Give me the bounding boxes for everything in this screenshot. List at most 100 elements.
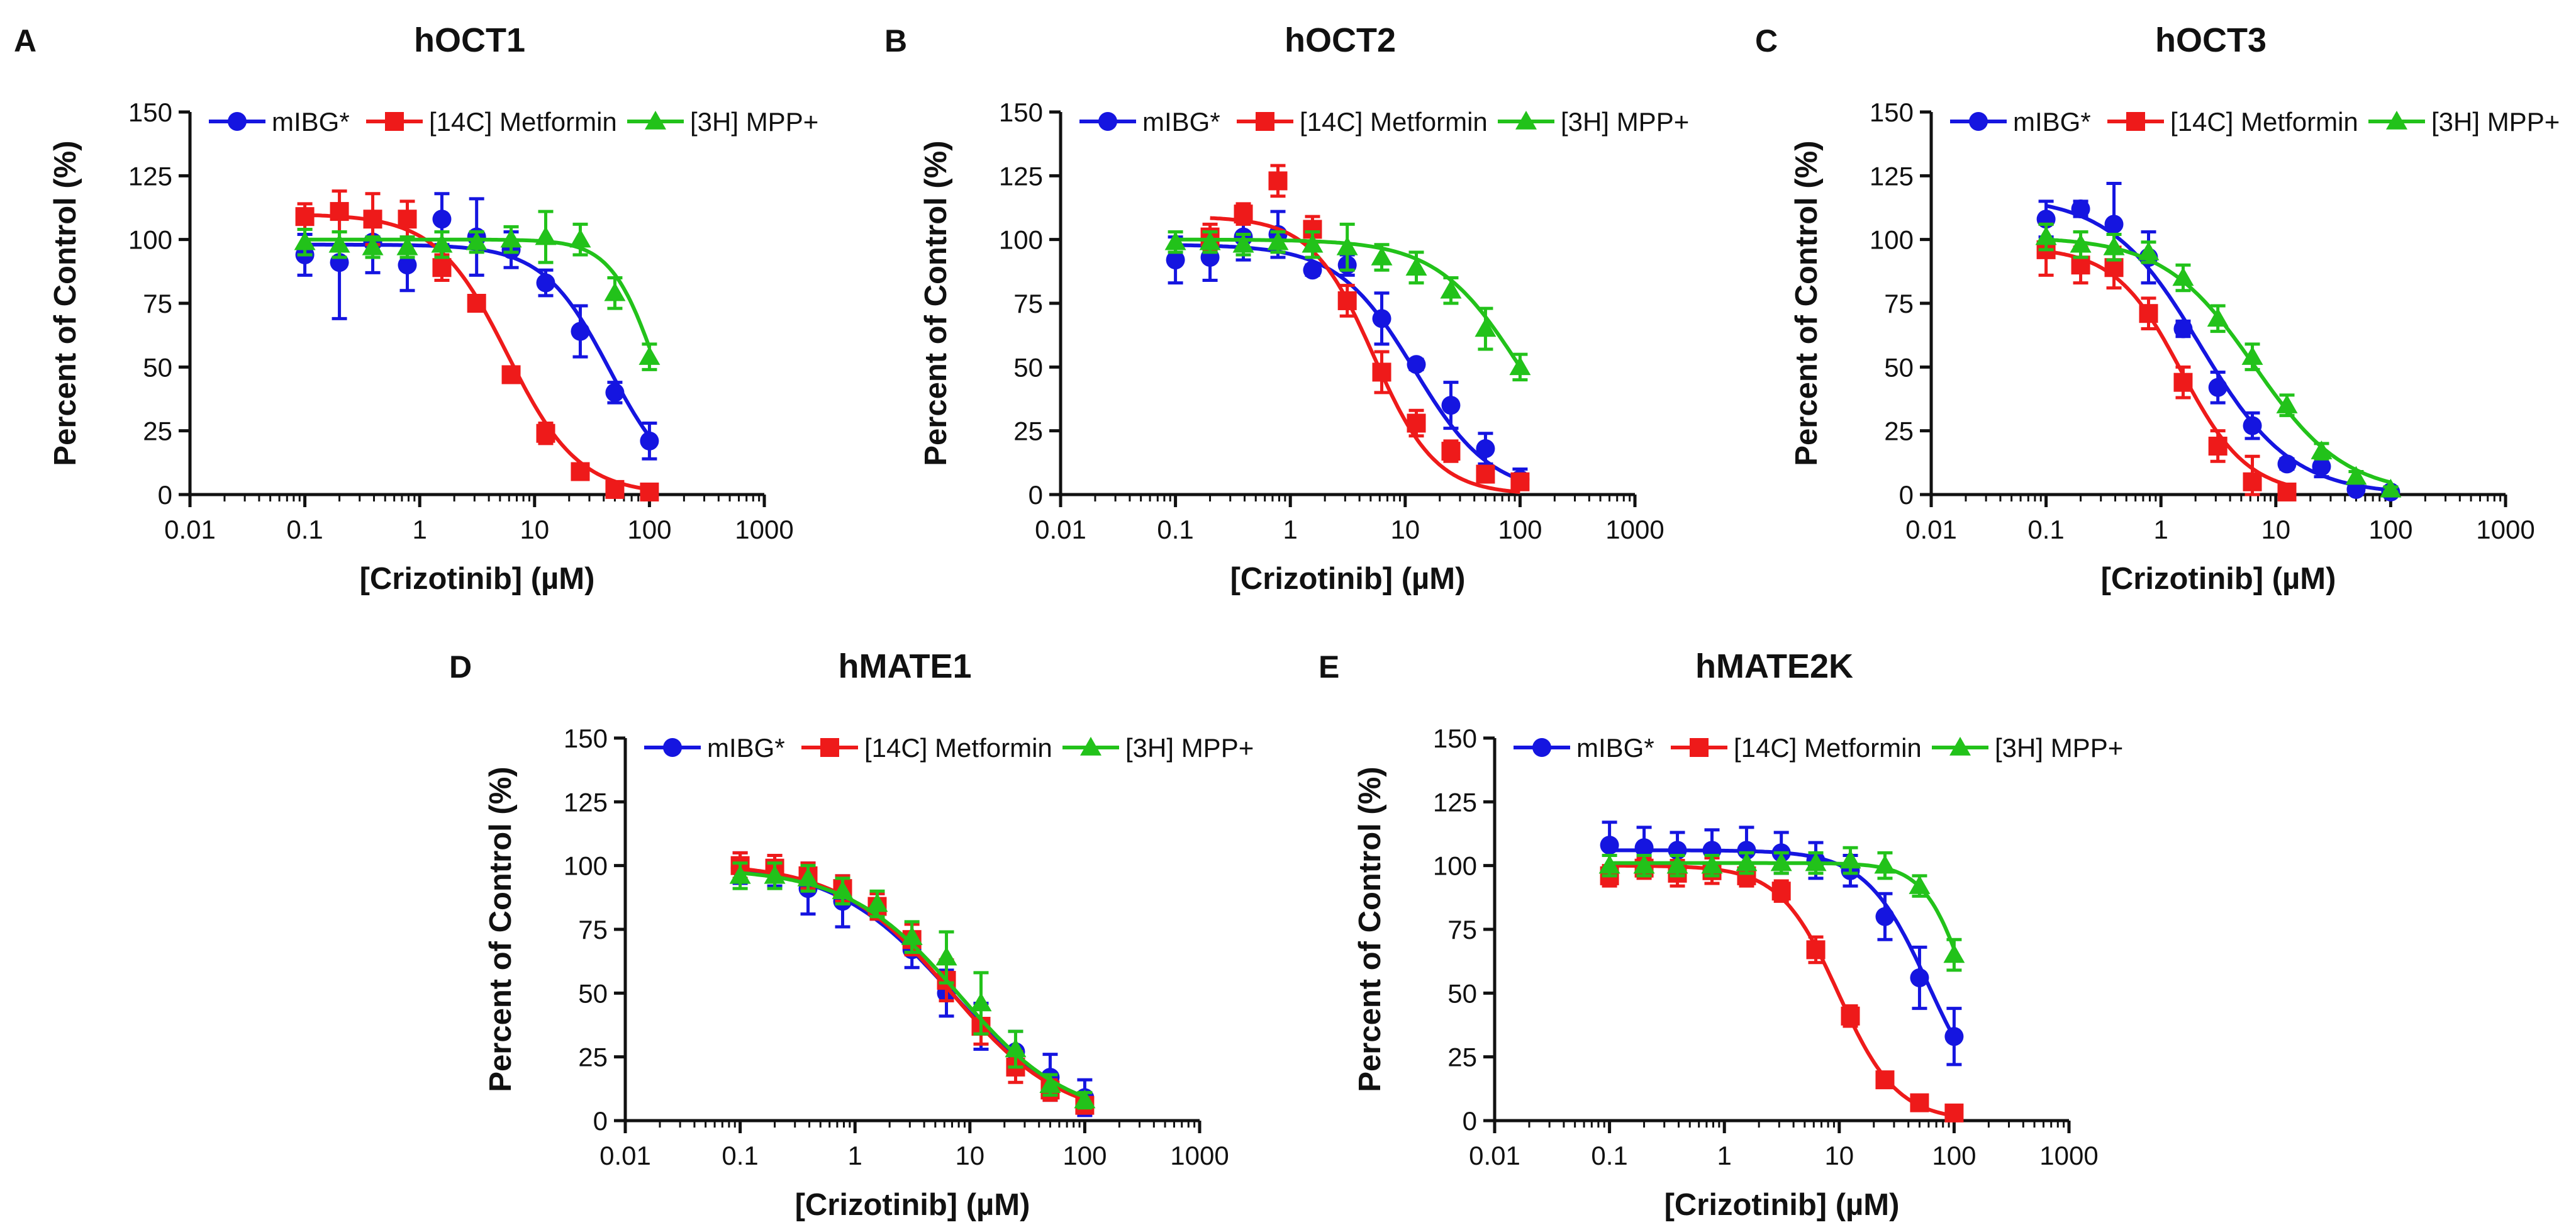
x-axis-label: [Crizotinib] (µM) [1230,562,1466,596]
x-tick-label: 10 [955,1141,984,1170]
x-tick-label: 1000 [2039,1141,2098,1170]
y-tick-label: 150 [1870,98,1914,127]
x-tick-label: 0.1 [1157,515,1193,544]
data-point-mpp [638,346,661,365]
data-point-mpp [1371,247,1393,266]
data-point-mpp [2172,267,2194,286]
data-point-mpp [396,236,418,255]
x-tick-label: 1000 [2476,515,2534,544]
y-tick-label: 25 [1013,417,1043,446]
data-point-mpp [1440,279,1462,299]
data-point-metformin [501,365,521,384]
y-tick-label: 125 [564,787,608,817]
data-point-mibg [2243,416,2262,435]
legend-marker-metformin [1690,738,1709,757]
data-point-mpp [294,231,316,250]
y-tick-label: 100 [1870,225,1914,255]
legend-marker-metformin [820,738,839,757]
x-axis-label: [Crizotinib] (µM) [1664,1188,1900,1222]
panel-title: hOCT2 [1285,21,1396,59]
data-point-mibg [1875,907,1895,926]
y-tick-label: 125 [1433,787,1477,817]
legend-label-mibg: mIBG* [1576,733,1654,763]
legend-marker-mpp [1080,737,1101,756]
data-point-mpp [1633,854,1655,874]
data-point-mpp [797,867,819,887]
data-point-mibg [1910,968,1929,988]
data-point-mibg [1600,836,1619,855]
y-axis-label: Percent of Control (%) [919,140,953,466]
data-point-mpp [2070,233,2092,253]
data-point-mpp [1405,257,1427,276]
y-tick-label: 50 [1013,352,1043,382]
data-point-mpp [764,865,786,884]
data-point-metformin [2139,304,2158,323]
x-tick-label: 1 [413,515,427,544]
legend-marker-mibg [1969,112,1988,131]
legend-marker-mpp [1949,737,1971,756]
data-point-mpp [1005,1038,1027,1058]
data-point-mpp [2138,241,2160,260]
y-tick-label: 25 [1447,1043,1477,1072]
panel-title: hMATE1 [839,647,972,685]
legend-marker-mibg [228,112,247,131]
data-point-mpp [1302,233,1324,253]
data-point-mibg [640,431,659,451]
legend: mIBG* [14C] Metformin [3H] MPP+ [1079,107,1689,137]
data-point-mpp [1736,852,1758,871]
series-metformin [1600,856,1964,1123]
y-tick-label: 100 [564,851,608,881]
legend-marker-metformin [385,112,404,131]
legend-label-metformin: [14C] Metformin [864,733,1052,763]
data-point-mibg [536,273,555,293]
data-point-mpp [1336,236,1358,255]
panel-letter: A [14,23,36,59]
fit-curve-metformin [1210,216,1520,494]
legend-label-mibg: mIBG* [272,107,350,137]
panel-title: hOCT3 [2155,21,2267,59]
fit-curve-mpp [740,871,1086,1099]
y-axis-label: Percent of Control (%) [1790,140,1824,466]
data-point-mpp [569,228,591,248]
data-point-mibg [605,383,625,402]
fit-curve-metformin [1609,863,1954,1118]
x-axis-label: [Crizotinib] (µM) [2101,562,2336,596]
legend-label-metformin: [14C] Metformin [1734,733,1922,763]
series-mpp [1164,222,1531,382]
x-axis-label: [Crizotinib] (µM) [360,562,595,596]
data-point-mpp [328,233,350,253]
y-axis-label: Percent of Control (%) [1353,766,1387,1092]
y-tick-label: 50 [143,352,172,382]
legend-label-mpp: [3H] MPP+ [1995,733,2123,763]
data-point-mibg [1407,355,1426,374]
data-point-mibg [2104,215,2124,234]
data-point-mpp [2035,226,2057,245]
x-tick-label: 10 [1824,1141,1854,1170]
legend-label-metformin: [14C] Metformin [2170,107,2358,137]
legend-label-mpp: [3H] MPP+ [690,107,818,137]
data-point-mibg [1303,260,1322,280]
data-point-mpp [2276,395,2298,413]
data-point-metformin [330,202,349,221]
y-tick-label: 150 [999,98,1043,127]
x-tick-label: 0.01 [164,515,216,544]
data-point-metformin [605,479,625,499]
data-point-mpp [500,228,522,248]
x-tick-label: 1000 [1170,1141,1229,1170]
data-point-metformin [1234,204,1253,224]
legend-label-mpp: [3H] MPP+ [2431,107,2560,137]
y-axis-label: Percent of Control (%) [48,140,82,466]
data-point-mpp [2380,478,2402,498]
data-point-mpp [1909,875,1931,894]
y-tick-label: 50 [1447,978,1477,1008]
data-point-mibg [2208,378,2228,397]
legend-label-mibg: mIBG* [1142,107,1220,137]
data-point-mpp [832,880,854,899]
data-point-mpp [2207,308,2229,327]
legend-marker-mibg [1532,738,1551,757]
data-point-mpp [2241,346,2263,365]
data-point-metformin [467,294,486,313]
x-axis-label: [Crizotinib] (µM) [795,1188,1030,1222]
